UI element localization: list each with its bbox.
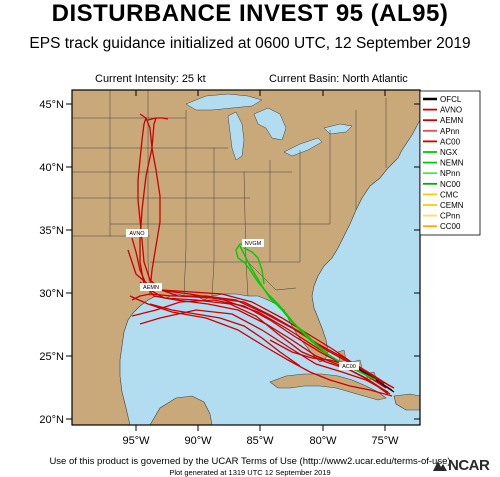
latitude-axis bbox=[66, 103, 420, 420]
cuba bbox=[269, 373, 387, 401]
hispaniola bbox=[393, 393, 420, 411]
legend-label-nemn: NEMN bbox=[440, 159, 464, 168]
map-frame bbox=[71, 89, 421, 426]
lon-label-80: 80°W bbox=[309, 435, 337, 447]
lon-label-95: 95°W bbox=[122, 435, 150, 447]
label-aemn: AEMN bbox=[143, 285, 159, 291]
current-basin: Current Basin: North Atlantic bbox=[269, 73, 408, 85]
track-labels: AVNO AEMN NVGM AC00 bbox=[126, 229, 359, 370]
current-intensity: Current Intensity: 25 kt bbox=[95, 73, 206, 85]
map-title: DISTURBANCE INVEST 95 (AL95) bbox=[51, 0, 449, 27]
state-borders bbox=[72, 90, 387, 297]
legend-label-ngx: NGX bbox=[440, 148, 458, 157]
lon-label-85: 85°W bbox=[246, 435, 274, 447]
legend-label-ac00: AC00 bbox=[440, 137, 461, 146]
legend-label-apnn: APnn bbox=[440, 127, 460, 136]
map-area: AVNO AEMN NVGM AC00 bbox=[72, 90, 420, 425]
lake-michigan bbox=[227, 111, 245, 161]
legend-label-cmc: CMC bbox=[440, 190, 458, 199]
longitude-axis bbox=[135, 90, 386, 431]
ncar-logo: NCAR bbox=[432, 456, 490, 474]
label-ac00: AC00 bbox=[342, 364, 356, 370]
legend-label-nc00: NC00 bbox=[440, 180, 461, 189]
ncar-logo-mark bbox=[433, 461, 447, 471]
lat-label-30: 30°N bbox=[39, 288, 64, 300]
legend-label-cc00: CC00 bbox=[440, 222, 461, 231]
lake-erie bbox=[283, 137, 323, 157]
legend-label-cpnn: CPnn bbox=[440, 212, 460, 221]
label-avno: AVNO bbox=[129, 231, 145, 237]
lat-label-25: 25°N bbox=[39, 351, 64, 363]
label-nvgm: NVGM bbox=[245, 241, 262, 247]
legend-label-ofcl: OFCL bbox=[440, 95, 462, 104]
map-subtitle: EPS track guidance initialized at 0600 U… bbox=[29, 35, 471, 52]
lat-label-20: 20°N bbox=[39, 414, 64, 426]
lake-huron bbox=[253, 107, 287, 141]
yucatan bbox=[149, 395, 213, 425]
ncar-logo-text: NCAR bbox=[448, 456, 490, 474]
legend-label-npnn: NPnn bbox=[440, 169, 460, 178]
legend-label-aemn: AEMN bbox=[440, 116, 463, 125]
lake-superior bbox=[185, 93, 263, 111]
lake-ontario bbox=[323, 123, 353, 135]
legend-label-avno: AVNO bbox=[440, 106, 462, 115]
lat-label-40: 40°N bbox=[39, 162, 64, 174]
legend-label-cemn: CEMN bbox=[440, 201, 464, 210]
terms-of-use: Use of this product is governed by the U… bbox=[49, 456, 451, 467]
plot-generated: Plot generated at 1319 UTC 12 September … bbox=[169, 468, 331, 477]
lat-label-45: 45°N bbox=[39, 99, 64, 111]
lon-label-90: 90°W bbox=[184, 435, 212, 447]
lat-label-35: 35°N bbox=[39, 225, 64, 237]
lon-label-75: 75°W bbox=[371, 435, 399, 447]
